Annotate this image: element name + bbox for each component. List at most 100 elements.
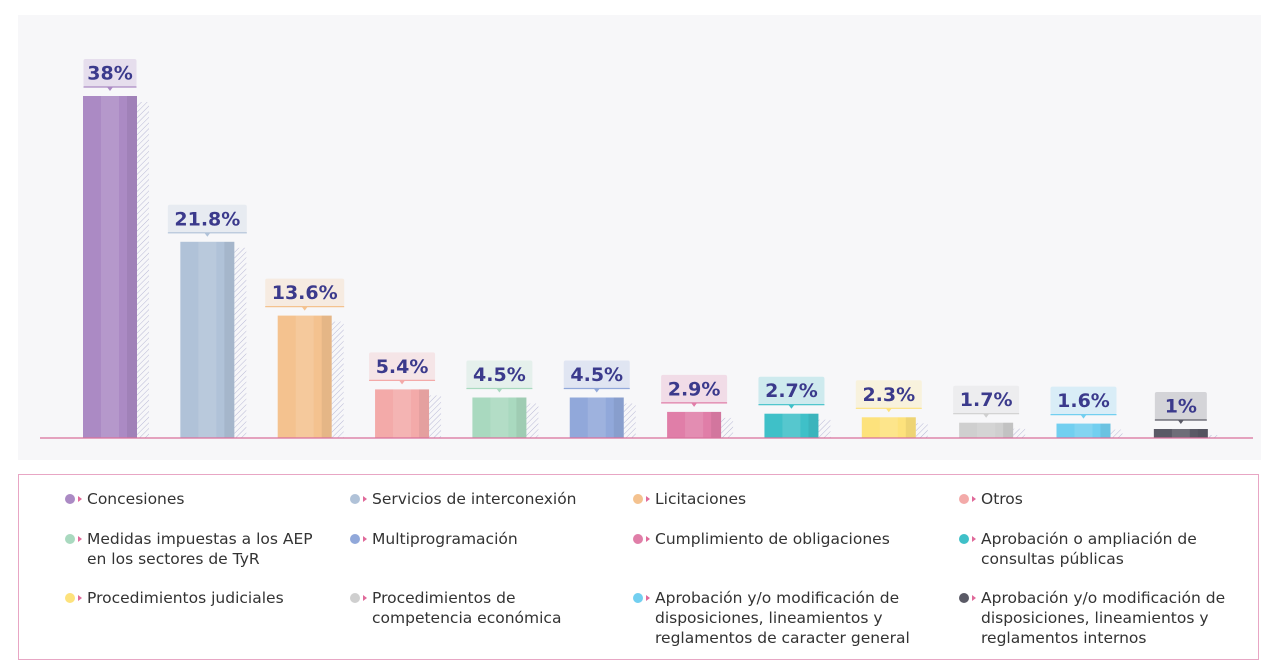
bar-edge — [808, 413, 819, 438]
legend-item: Procedimientos judiciales — [65, 588, 317, 608]
value-label-box — [563, 360, 630, 389]
legend-label: Multiprogramación — [372, 530, 518, 548]
legend-label: Aprobación o ampliación de consultas púb… — [981, 530, 1197, 568]
value-label-box — [758, 376, 825, 405]
bar-shadow — [818, 419, 831, 438]
legend-swatch — [65, 534, 82, 544]
value-label: 13.6% — [272, 282, 338, 304]
legend-item: Cumplimiento de obligaciones — [633, 529, 935, 549]
value-label: 2.3% — [862, 384, 915, 406]
bar-edge — [613, 397, 624, 438]
bar-edge — [321, 315, 332, 438]
bar-edge — [419, 389, 430, 438]
value-label: 1.7% — [960, 389, 1013, 411]
bar — [83, 96, 137, 438]
bar-highlight — [1171, 429, 1190, 438]
bar-highlight — [490, 397, 509, 438]
bar-highlight — [393, 389, 412, 438]
value-label-box — [953, 385, 1020, 414]
legend-swatch — [350, 593, 367, 603]
value-label-pointer — [301, 306, 308, 311]
legend-label: Medidas impuestas a los AEP en los secto… — [87, 530, 313, 568]
legend: Concesiones Servicios de interconexión Lic… — [18, 474, 1259, 660]
bar — [375, 389, 430, 438]
legend-item: Aprobación y/o modificación de disposici… — [959, 588, 1246, 648]
bar-shadow — [234, 247, 247, 438]
value-label: 4.5% — [570, 364, 623, 386]
legend-label: Aprobación y/o modificación de disposici… — [655, 589, 910, 647]
bar-highlight — [198, 241, 217, 438]
legend-item: Medidas impuestas a los AEP en los secto… — [65, 529, 317, 569]
bar — [569, 397, 624, 438]
bar-shadow — [623, 403, 636, 438]
bar-shadow — [721, 417, 734, 438]
legend-swatch — [959, 534, 976, 544]
bar-edge — [1100, 423, 1111, 438]
legend-item: Licitaciones — [633, 489, 935, 509]
legend-item: Aprobación o ampliación de consultas púb… — [959, 529, 1246, 569]
value-label-box — [83, 59, 137, 87]
value-label: 38% — [87, 63, 132, 85]
value-label: 4.5% — [473, 364, 526, 386]
legend-label: Licitaciones — [655, 490, 747, 508]
bar-shadow — [1013, 428, 1026, 438]
bar-edge — [905, 417, 916, 438]
legend-swatch — [633, 593, 650, 603]
legend-label: Cumplimiento de obligaciones — [655, 530, 890, 548]
bar — [959, 422, 1014, 438]
bar-shadow — [137, 102, 149, 438]
legend-label: Procedimientos judiciales — [87, 589, 284, 607]
legend-label: Concesiones — [87, 490, 185, 508]
bar-shadow — [331, 321, 344, 438]
value-label: 21.8% — [174, 208, 240, 230]
legend-item: Otros — [959, 489, 1246, 509]
bar — [1056, 423, 1111, 438]
value-label-pointer — [1080, 414, 1087, 419]
bar — [861, 417, 916, 438]
value-label: 2.7% — [765, 380, 818, 402]
value-label: 1.6% — [1057, 390, 1110, 412]
chart: 38% 21.8% 13.6% 5.4% 4.5% 4.5% 2.9% 2.7% 2.3% 1.7… — [40, 59, 1253, 439]
value-label-box — [369, 352, 436, 381]
legend-swatch — [350, 494, 367, 504]
value-label-pointer — [788, 404, 795, 409]
value-label-box — [855, 380, 922, 409]
legend-label: Aprobación y/o modificación de disposici… — [981, 589, 1226, 647]
legend-label: Servicios de interconexión — [372, 490, 577, 508]
legend-swatch — [65, 593, 82, 603]
legend-swatch — [350, 534, 367, 544]
bar-highlight — [879, 417, 898, 438]
legend-swatch — [633, 494, 650, 504]
value-label-box — [167, 204, 247, 233]
value-label-pointer — [496, 388, 503, 393]
bar — [180, 241, 235, 438]
legend-swatch — [959, 494, 976, 504]
bar-highlight — [1074, 423, 1093, 438]
bar-edge — [711, 411, 722, 438]
value-label-box — [1154, 392, 1207, 420]
value-label-box — [466, 360, 533, 389]
value-label: 5.4% — [376, 356, 429, 378]
value-label-pointer — [983, 413, 990, 418]
value-label-pointer — [885, 408, 892, 413]
bar-edge — [127, 96, 137, 438]
bar-shadow — [429, 395, 442, 438]
bar-edge — [1003, 422, 1014, 438]
bar-shadow — [1110, 429, 1123, 438]
bar — [1153, 429, 1208, 438]
legend-item: Multiprogramación — [350, 529, 597, 549]
bar-edge — [224, 241, 235, 438]
legend-item: Procedimientos de competencia económica — [350, 588, 597, 628]
bar-highlight — [685, 411, 704, 438]
value-label: 1% — [1165, 396, 1197, 418]
bar-highlight — [977, 422, 996, 438]
bar-highlight — [587, 397, 606, 438]
legend-label: Procedimientos de competencia económica — [372, 589, 562, 627]
value-label-pointer — [593, 388, 600, 393]
legend-item: Aprobación y/o modificación de disposici… — [633, 588, 935, 648]
bar-highlight — [295, 315, 314, 438]
bar — [667, 411, 722, 438]
value-label-pointer — [1177, 420, 1184, 424]
bar-highlight — [101, 96, 119, 438]
